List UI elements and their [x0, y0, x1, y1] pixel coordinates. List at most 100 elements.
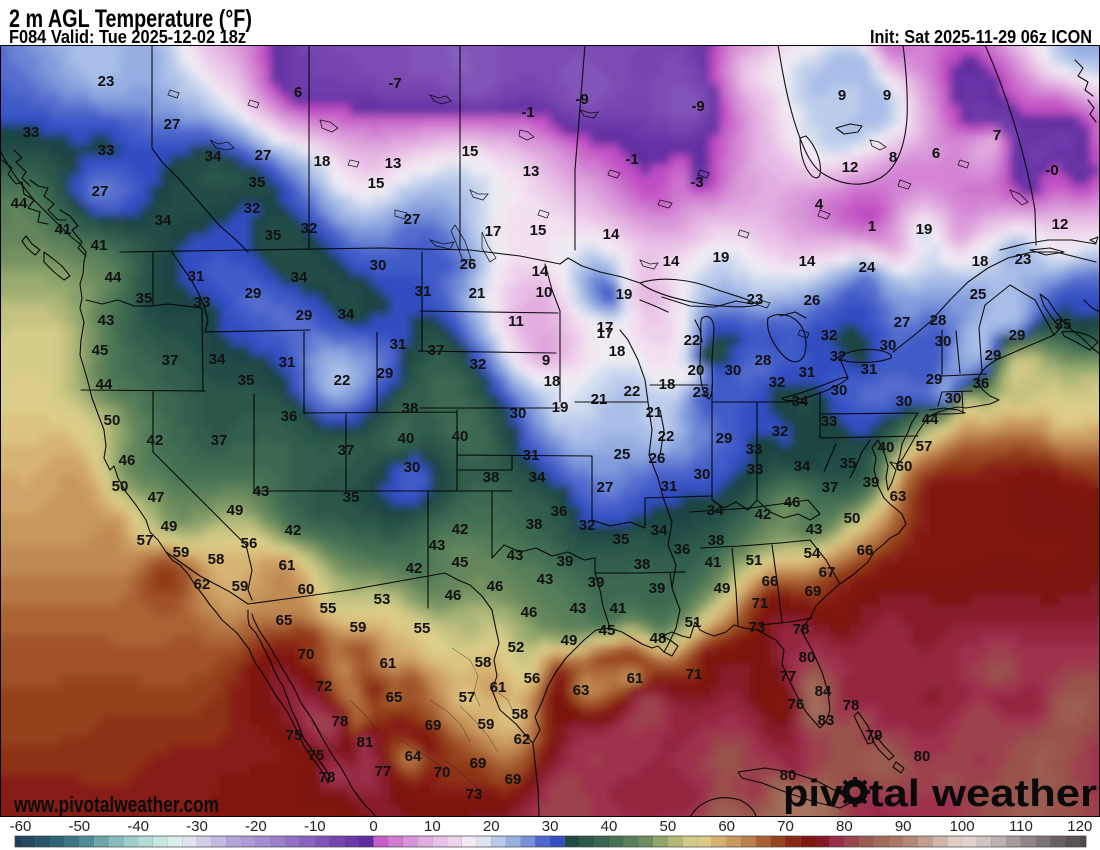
svg-text:41: 41	[610, 600, 627, 617]
svg-text:15: 15	[530, 222, 547, 239]
svg-text:18: 18	[972, 253, 989, 270]
svg-text:19: 19	[916, 221, 933, 238]
svg-text:22: 22	[624, 383, 641, 400]
svg-text:32: 32	[821, 327, 838, 344]
svg-text:27: 27	[164, 116, 181, 133]
svg-text:61: 61	[279, 557, 296, 574]
svg-text:32: 32	[579, 517, 596, 534]
svg-text:55: 55	[320, 600, 337, 617]
svg-text:piv: piv	[783, 773, 843, 815]
svg-text:22: 22	[684, 332, 701, 349]
svg-text:43: 43	[570, 600, 587, 617]
svg-text:31: 31	[799, 364, 816, 381]
svg-text:37: 37	[822, 479, 839, 496]
svg-text:27: 27	[92, 183, 109, 200]
svg-text:34: 34	[707, 502, 724, 519]
svg-text:22: 22	[658, 428, 675, 445]
svg-text:31: 31	[279, 354, 296, 371]
svg-text:40: 40	[878, 439, 895, 456]
svg-text:37: 37	[162, 352, 179, 369]
svg-text:-10: -10	[304, 818, 326, 835]
svg-text:1: 1	[868, 218, 876, 235]
svg-text:33: 33	[746, 441, 763, 458]
svg-text:12: 12	[1052, 216, 1069, 233]
svg-text:90: 90	[895, 818, 912, 835]
svg-text:75: 75	[286, 727, 303, 744]
svg-text:59: 59	[173, 544, 190, 561]
svg-text:28: 28	[755, 352, 772, 369]
svg-text:69: 69	[470, 755, 487, 772]
svg-text:42: 42	[406, 560, 423, 577]
svg-text:13: 13	[385, 155, 402, 172]
svg-text:80: 80	[836, 818, 853, 835]
svg-text:35: 35	[613, 531, 630, 548]
svg-text:40: 40	[601, 818, 618, 835]
svg-text:20: 20	[688, 362, 705, 379]
svg-text:19: 19	[616, 286, 633, 303]
svg-text:39: 39	[863, 474, 880, 491]
svg-text:45: 45	[599, 622, 616, 639]
svg-text:59: 59	[232, 578, 249, 595]
svg-text:44: 44	[105, 269, 122, 286]
svg-text:35: 35	[840, 455, 857, 472]
svg-text:33: 33	[23, 124, 40, 141]
svg-text:43: 43	[507, 547, 524, 564]
svg-text:80: 80	[914, 748, 931, 765]
svg-text:32: 32	[244, 200, 261, 217]
svg-text:29: 29	[296, 307, 313, 324]
svg-text:6: 6	[294, 84, 302, 101]
svg-text:79: 79	[866, 727, 883, 744]
svg-text:21: 21	[646, 404, 663, 421]
svg-text:44: 44	[96, 376, 113, 393]
svg-text:23: 23	[1015, 251, 1032, 268]
svg-text:-50: -50	[68, 818, 90, 835]
svg-text:38: 38	[708, 532, 725, 549]
svg-text:-40: -40	[127, 818, 149, 835]
svg-text:69: 69	[805, 583, 822, 600]
svg-text:15: 15	[368, 175, 385, 192]
svg-text:49: 49	[161, 518, 178, 535]
svg-text:38: 38	[634, 556, 651, 573]
svg-text:32: 32	[769, 374, 786, 391]
svg-text:38: 38	[402, 400, 419, 417]
svg-text:67: 67	[819, 564, 836, 581]
svg-text:14: 14	[603, 226, 620, 243]
svg-text:27: 27	[255, 147, 272, 164]
svg-text:24: 24	[859, 259, 876, 276]
svg-text:62: 62	[194, 576, 211, 593]
svg-text:9: 9	[883, 87, 891, 104]
svg-text:31: 31	[523, 447, 540, 464]
svg-text:39: 39	[557, 553, 574, 570]
svg-text:31: 31	[861, 361, 878, 378]
svg-text:58: 58	[512, 706, 529, 723]
svg-text:8: 8	[889, 149, 897, 166]
svg-text:29: 29	[985, 347, 1002, 364]
svg-text:11: 11	[508, 313, 524, 330]
svg-text:80: 80	[799, 649, 816, 666]
svg-text:30: 30	[896, 393, 913, 410]
svg-text:35: 35	[238, 372, 255, 389]
svg-text:46: 46	[784, 494, 801, 511]
svg-text:71: 71	[752, 595, 769, 612]
svg-text:46: 46	[119, 452, 136, 469]
svg-text:-30: -30	[186, 818, 208, 835]
svg-text:51: 51	[685, 614, 702, 631]
svg-text:33: 33	[194, 294, 211, 311]
svg-text:33: 33	[821, 413, 838, 430]
svg-text:27: 27	[894, 314, 911, 331]
svg-text:41: 41	[91, 237, 108, 254]
svg-text:32: 32	[470, 356, 487, 373]
svg-text:45: 45	[452, 554, 469, 571]
svg-text:70: 70	[298, 646, 315, 663]
svg-text:61: 61	[380, 655, 397, 672]
svg-text:23: 23	[693, 384, 710, 401]
svg-text:50: 50	[660, 818, 677, 835]
svg-text:71: 71	[686, 666, 703, 683]
svg-text:34: 34	[209, 351, 226, 368]
svg-text:33: 33	[98, 142, 115, 159]
svg-text:46: 46	[445, 587, 462, 604]
svg-text:100: 100	[950, 818, 975, 835]
svg-text:14: 14	[799, 253, 816, 270]
svg-text:30: 30	[404, 459, 421, 476]
svg-text:23: 23	[98, 73, 115, 90]
